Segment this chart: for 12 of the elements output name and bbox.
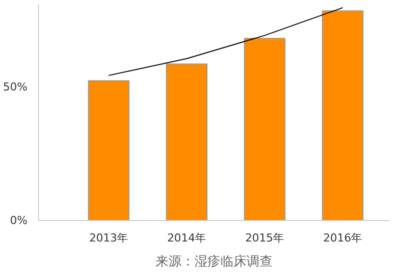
line-series — [108, 7, 344, 76]
source-note: 来源：湿疹临床调查 — [156, 254, 272, 270]
x-tick-label: 2016年 — [323, 232, 362, 244]
x-tick-label: 2015年 — [245, 232, 284, 244]
bar — [88, 80, 130, 220]
x-tick-label: 2013年 — [89, 232, 128, 244]
y-tick-label: 50% — [3, 80, 28, 94]
bar — [322, 10, 364, 220]
bar — [244, 38, 286, 220]
y-tick-label: 0% — [10, 214, 28, 227]
bar — [166, 63, 208, 220]
x-tick-label: 2014年 — [167, 232, 206, 244]
